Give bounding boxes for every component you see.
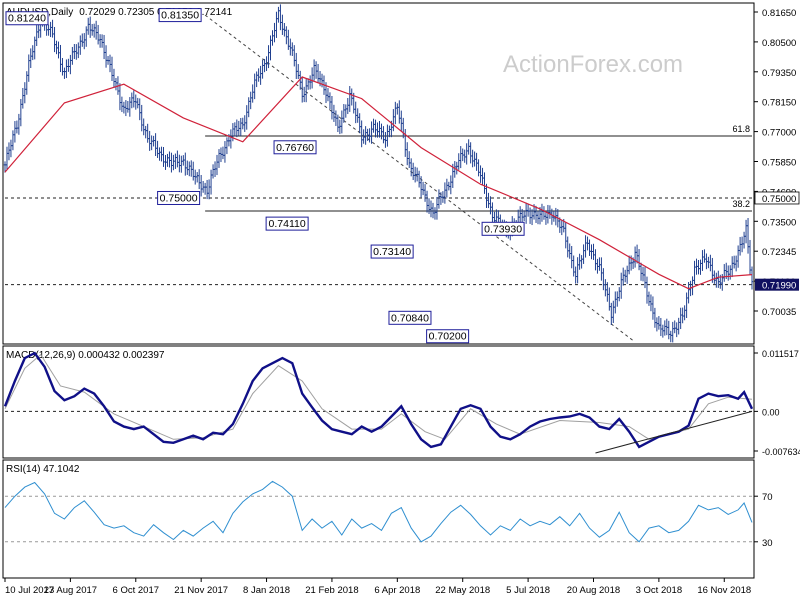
price-bar [750, 266, 754, 290]
macd-y-tick-label: 0.00 [762, 407, 780, 417]
macd-y-tick-label: 0.011517 [762, 349, 799, 359]
annotation-label: 0.70200 [429, 331, 467, 343]
current-price-label: 0.71990 [762, 281, 796, 292]
macd-panel [2, 345, 755, 459]
price-annotation: 0.81350 [158, 8, 202, 23]
annotation-box [158, 8, 202, 23]
price-annotation: 0.81240 [5, 11, 49, 26]
annotation-box [388, 310, 432, 325]
x-tick-label: 22 May 2018 [435, 585, 490, 596]
annotation-label: 0.70840 [391, 312, 429, 324]
price-series [3, 4, 754, 343]
annotation-box [273, 140, 317, 155]
rsi-title: RSI(14) 47.1042 [6, 464, 80, 475]
annotation-box [157, 190, 201, 205]
annotation-box [426, 329, 470, 344]
x-tick-label: 23 Aug 2017 [44, 585, 97, 596]
macd-series [3, 351, 754, 454]
timeframe: Daily [51, 7, 73, 18]
x-tick-label: 6 Oct 2017 [113, 585, 159, 596]
y-tick-label: 0.72345 [762, 247, 796, 258]
x-tick-label: 16 Nov 2018 [697, 585, 751, 596]
price-panel [2, 2, 755, 345]
level-lines: 61.8 38.2 [5, 14, 752, 342]
y-tick-label: 0.81650 [762, 8, 796, 19]
watermark: ActionForex.com [503, 51, 683, 78]
price-annotation: 0.75000 [157, 190, 201, 205]
annotation-label: 0.73930 [484, 223, 522, 235]
y-axis-labels: 0.81650 0.80500 0.79350 0.78150 0.77000 0.758… [754, 8, 800, 549]
rsi-line [4, 480, 753, 543]
y-tick-label: 0.78150 [762, 98, 796, 109]
annotation-box [265, 216, 309, 231]
price-annotation: 0.73140 [370, 244, 414, 259]
x-tick-label: 3 Oct 2018 [636, 585, 682, 596]
fib-level-label: 38.2 [732, 199, 750, 209]
annotation-label: 0.73140 [373, 246, 411, 258]
x-tick-label: 20 Aug 2018 [567, 585, 620, 596]
ohlc-readout: 0.72029 0.72305 0.71950 0.72141 [79, 7, 232, 18]
annotation-box [370, 244, 414, 259]
current-price-tag: 0.71990 [755, 278, 799, 292]
price-annotation: 0.76760 [273, 140, 317, 155]
rsi-panel [2, 459, 755, 579]
annotation-label: 0.81350 [161, 10, 199, 22]
rsi-y-tick-label: 30 [762, 538, 773, 549]
x-tick-label: 8 Jan 2018 [243, 585, 290, 596]
y-tick-label: 0.73500 [762, 217, 796, 228]
level-price-bg [754, 191, 800, 205]
price-bars [3, 4, 754, 343]
x-tick-label: 6 Apr 2018 [374, 585, 420, 596]
x-tick-label: 21 Feb 2018 [305, 585, 358, 596]
price-annotation: 0.74110 [265, 216, 309, 231]
price-annotation: 0.70200 [426, 329, 470, 344]
y-tick-label: 0.77000 [762, 128, 796, 139]
annotation-box [481, 221, 525, 236]
price-annotation: 0.73930 [481, 221, 525, 236]
price-annotation: 0.70840 [388, 310, 432, 325]
annotation-label: 0.75000 [160, 192, 198, 204]
price-annotations: 0.81240 0.81350 0.75000 0.76760 0.74110 0.731… [5, 8, 525, 344]
level-price-tag: 0.75000 [754, 191, 800, 205]
x-tick-label: 21 Nov 2017 [174, 585, 228, 596]
x-tick-label: 5 Jul 2018 [506, 585, 550, 596]
moving-average-line [4, 76, 753, 290]
annotation-label: 0.76760 [276, 142, 314, 154]
y-tick-label: 0.70035 [762, 307, 796, 318]
level-price-label: 0.75000 [762, 194, 796, 205]
rsi-series [4, 480, 753, 543]
macd-line [3, 351, 754, 449]
macd-y-tick-label: -0.007634 [762, 447, 800, 457]
macd-title: MACD(12,26,9) 0.000432 0.002397 [6, 350, 165, 361]
current-price-bg [755, 278, 799, 291]
annotation-box [5, 11, 49, 26]
x-tick-label: 10 Jul 2017 [5, 585, 54, 596]
fib-level-label: 61.8 [732, 124, 750, 134]
y-tick-label: 0.75850 [762, 158, 796, 169]
annotation-label: 0.81240 [8, 13, 46, 25]
macd-trendline [595, 410, 753, 454]
y-tick-label: 0.79350 [762, 68, 796, 79]
rsi-y-tick-label: 70 [762, 492, 773, 503]
annotation-label: 0.74110 [269, 218, 306, 230]
y-tick-label: 0.80500 [762, 38, 796, 49]
